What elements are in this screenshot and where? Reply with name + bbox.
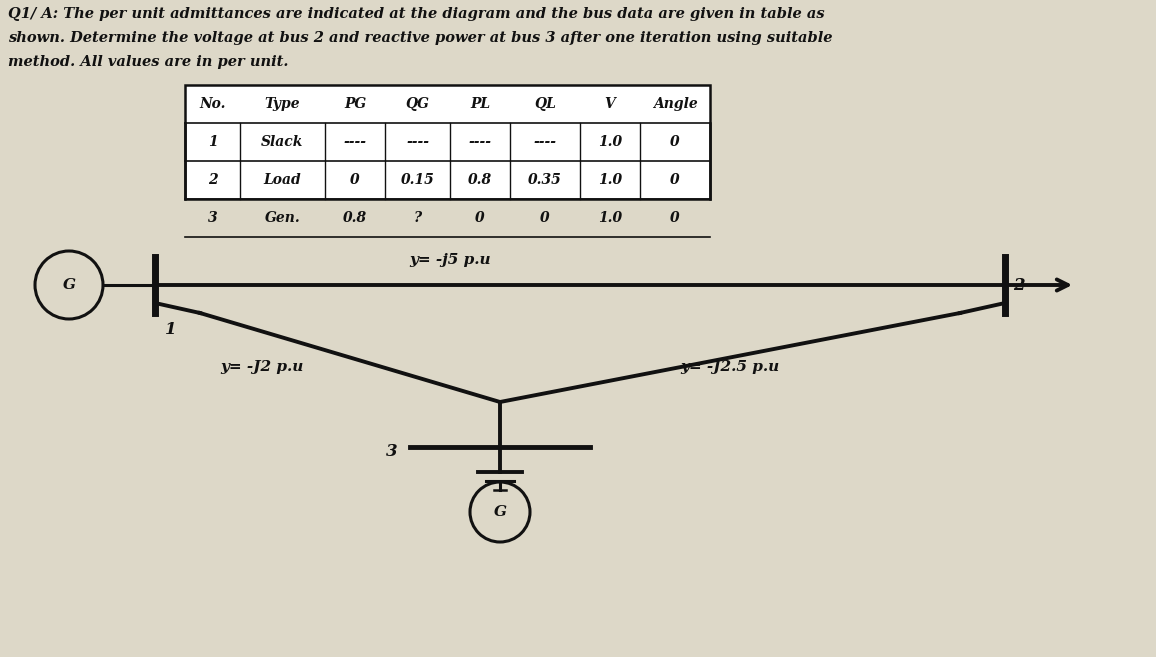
Text: Slack: Slack [261,135,304,149]
Text: 0: 0 [670,173,680,187]
Text: 0.15: 0.15 [401,173,435,187]
Text: QL: QL [534,97,556,111]
Text: y= -j5 p.u: y= -j5 p.u [409,253,491,267]
Text: method. All values are in per unit.: method. All values are in per unit. [8,55,289,69]
Text: 0: 0 [670,135,680,149]
Text: ----: ---- [534,135,556,149]
Text: 3: 3 [208,211,217,225]
Text: 0.35: 0.35 [528,173,562,187]
Text: 0: 0 [540,211,550,225]
Bar [185,85,710,199]
Text: Angle: Angle [653,97,697,111]
Text: Type: Type [265,97,301,111]
Text: 0: 0 [350,173,360,187]
Text: ----: ---- [343,135,366,149]
Text: 1.0: 1.0 [598,211,622,225]
Text: y= -J2 p.u: y= -J2 p.u [220,360,303,374]
Text: 0: 0 [475,211,484,225]
Text: 0.8: 0.8 [343,211,368,225]
Text: 1: 1 [165,321,177,338]
Text: ?: ? [414,211,422,225]
Text: PG: PG [343,97,366,111]
Text: G: G [494,505,506,519]
Text: Gen.: Gen. [265,211,301,225]
Text: Load: Load [264,173,302,187]
Text: ----: ---- [406,135,429,149]
Text: 1: 1 [208,135,217,149]
Text: 2: 2 [208,173,217,187]
Text: 2: 2 [1013,277,1024,294]
Text: 0.8: 0.8 [468,173,492,187]
Text: 0: 0 [670,211,680,225]
Text: 3: 3 [386,443,398,461]
Text: QG: QG [406,97,430,111]
Text: Q1/ A: The per unit admittances are indicated at the diagram and the bus data ar: Q1/ A: The per unit admittances are indi… [8,7,824,21]
Text: 1.0: 1.0 [598,135,622,149]
Text: V: V [605,97,615,111]
Text: 1.0: 1.0 [598,173,622,187]
Text: ----: ---- [468,135,491,149]
Text: PL: PL [470,97,490,111]
Text: No.: No. [199,97,225,111]
Text: shown. Determine the voltage at bus 2 and reactive power at bus 3 after one iter: shown. Determine the voltage at bus 2 an… [8,31,832,45]
Text: y= -J2.5 p.u: y= -J2.5 p.u [680,360,779,374]
Text: G: G [62,278,75,292]
